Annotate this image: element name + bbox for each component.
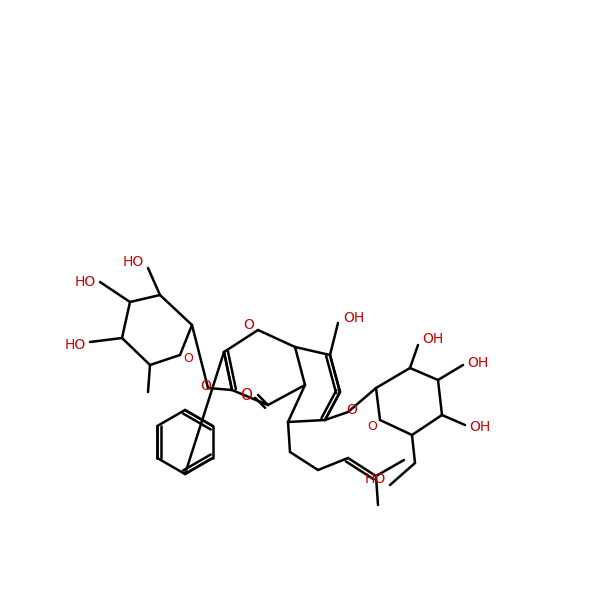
- Text: HO: HO: [75, 275, 96, 289]
- Text: OH: OH: [422, 332, 443, 346]
- Text: HO: HO: [123, 255, 144, 269]
- Text: HO: HO: [65, 338, 86, 352]
- Text: O: O: [200, 379, 211, 393]
- Text: O: O: [183, 352, 193, 365]
- Text: HO: HO: [365, 472, 386, 486]
- Text: O: O: [243, 318, 254, 332]
- Text: OH: OH: [343, 311, 364, 325]
- Text: O: O: [347, 403, 358, 417]
- Text: OH: OH: [469, 420, 490, 434]
- Text: O: O: [240, 388, 252, 403]
- Text: O: O: [367, 419, 377, 433]
- Text: OH: OH: [467, 356, 488, 370]
